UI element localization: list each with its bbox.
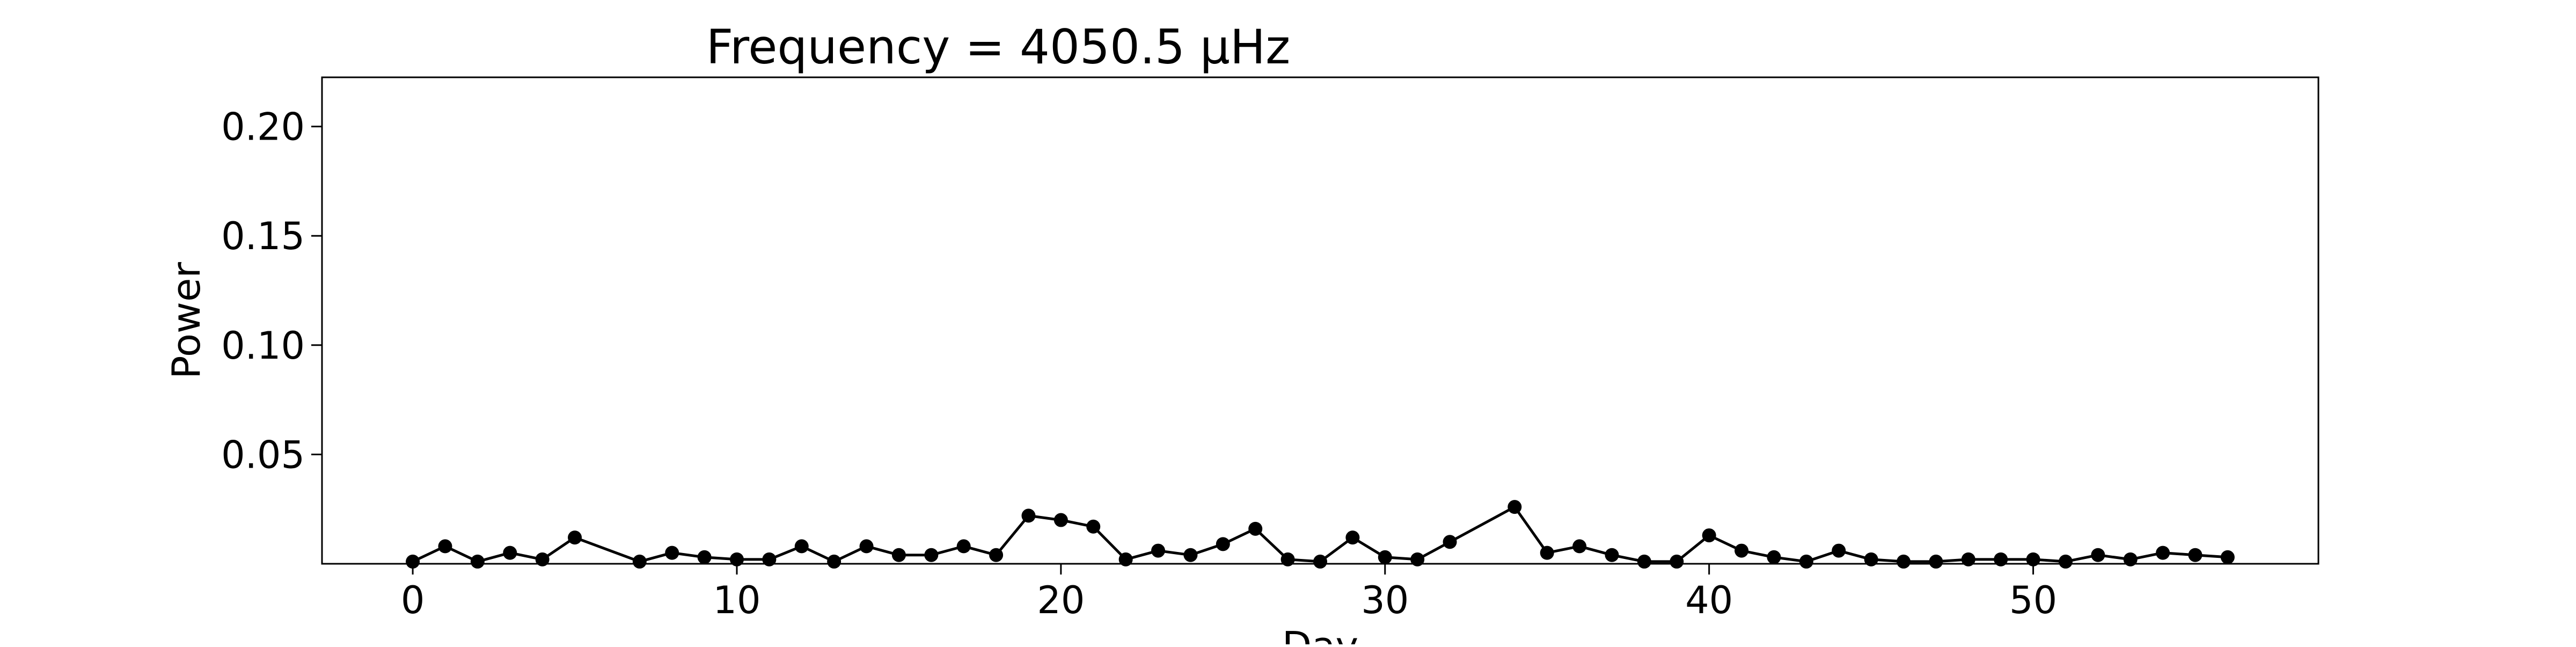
data-point: [794, 539, 809, 554]
data-point: [665, 546, 679, 560]
series-layer: [406, 500, 2235, 569]
data-point: [989, 548, 1004, 562]
data-point: [1799, 554, 1813, 569]
data-point: [1864, 552, 1878, 566]
x-tick-label: 10: [713, 578, 760, 622]
data-point: [1183, 548, 1198, 562]
y-tick-label: 0.10: [221, 324, 305, 368]
data-point: [1118, 552, 1133, 566]
data-point: [1216, 537, 1230, 551]
y-axis-label: Power: [164, 262, 209, 379]
data-point: [503, 546, 517, 560]
data-point: [2091, 548, 2105, 562]
data-point: [1961, 552, 1975, 566]
data-point: [891, 548, 906, 562]
data-point: [470, 554, 485, 569]
series-line: [412, 505, 2228, 563]
data-point: [1378, 550, 1392, 564]
x-tick-label: 20: [1037, 578, 1085, 622]
data-point: [1702, 528, 1716, 543]
data-point: [1507, 500, 1522, 514]
data-point: [2058, 554, 2073, 569]
data-point: [2123, 552, 2138, 566]
data-point: [1443, 535, 1457, 549]
data-point: [827, 554, 841, 569]
x-tick-label: 30: [1361, 578, 1409, 622]
x-tick-label: 50: [2009, 578, 2057, 622]
data-point: [1313, 554, 1327, 569]
y-tick-label: 0.05: [221, 433, 305, 477]
data-point: [1767, 550, 1781, 564]
data-point: [1670, 554, 1684, 569]
y-axis-ticks: 0.05 0.10 0.15 0.20: [221, 105, 322, 477]
data-point: [729, 552, 744, 566]
data-point: [2188, 548, 2202, 562]
data-point: [1832, 543, 1846, 558]
data-point: [406, 554, 420, 569]
data-point: [2220, 550, 2235, 564]
data-point: [535, 552, 550, 566]
data-point: [762, 552, 777, 566]
y-tick-label: 0.15: [221, 214, 305, 258]
x-axis-ticks: 0 10 20 30 40 50: [401, 564, 2057, 622]
data-point: [924, 548, 939, 562]
data-point: [956, 539, 971, 554]
data-point: [1151, 543, 1166, 558]
x-axis-label: Day: [1282, 623, 1358, 644]
chart-title: Frequency = 4050.5 μHz: [706, 19, 1291, 75]
data-point: [1345, 530, 1360, 545]
data-point: [2026, 552, 2040, 566]
data-point: [1410, 552, 1425, 566]
data-point: [1280, 552, 1295, 566]
data-point: [568, 530, 582, 545]
plot-area-frame: [321, 76, 2319, 565]
data-point: [859, 539, 874, 554]
data-point: [1248, 521, 1263, 536]
data-point: [438, 539, 452, 554]
data-point: [1053, 513, 1068, 527]
data-point: [1086, 519, 1101, 534]
data-point: [1897, 554, 1911, 569]
data-point: [697, 550, 712, 564]
data-point: [1605, 548, 1619, 562]
x-tick-label: 40: [1685, 578, 1733, 622]
data-point: [1994, 552, 2008, 566]
y-tick-label: 0.20: [221, 105, 305, 149]
data-point: [1572, 539, 1587, 554]
data-point: [2156, 546, 2170, 560]
x-tick-label: 0: [401, 578, 425, 622]
data-point: [1929, 554, 1943, 569]
data-point: [1021, 508, 1036, 523]
data-point: [1735, 543, 1749, 558]
data-point: [1637, 554, 1651, 569]
data-point: [1540, 546, 1554, 560]
data-point: [632, 554, 647, 569]
